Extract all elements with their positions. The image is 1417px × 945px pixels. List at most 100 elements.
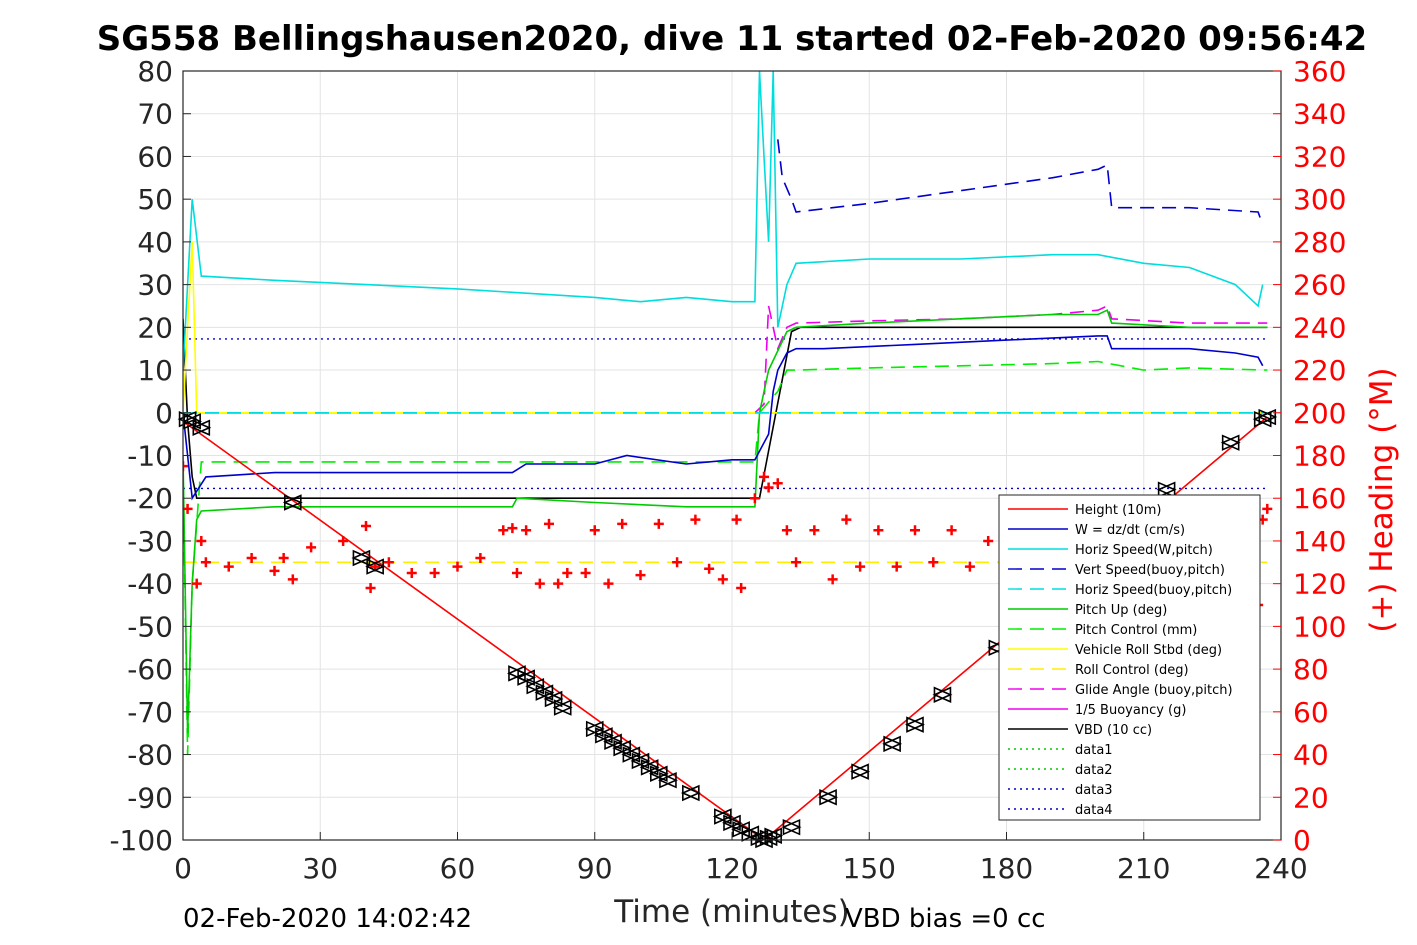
heading-point-4 <box>200 557 211 568</box>
y-tick-label-14: -60 <box>127 653 173 686</box>
heading-point-74 <box>1262 503 1273 514</box>
legend-item-2: Horiz Speed(W,pitch) <box>1008 543 1213 558</box>
series-line-3 <box>777 139 1264 226</box>
y2-tick-label-7: 220 <box>1293 354 1346 387</box>
height-marker-21 <box>680 784 701 802</box>
y-tick-label-5: 30 <box>137 269 173 302</box>
y2-tick-label-5: 260 <box>1293 269 1346 302</box>
legend-label-0: Height (10m) <box>1075 503 1161 518</box>
heading-point-31 <box>617 518 628 529</box>
height-marker-18 <box>639 759 660 776</box>
height-marker-30 <box>781 818 802 836</box>
y2-tick-label-6: 240 <box>1293 311 1346 344</box>
legend-item-10: 1/5 Buoyancy (g) <box>1008 703 1186 718</box>
y-axis-left: 80 70 60 50 40 30 20 10 0 -10 -20 -30 -40 -50 -60 -70 -8… <box>109 55 191 857</box>
height-marker-5 <box>365 558 386 575</box>
y-tick-label-0: 80 <box>137 55 173 88</box>
heading-point-29 <box>589 525 600 536</box>
legend-label-13: data2 <box>1075 763 1113 778</box>
heading-point-49 <box>855 561 866 572</box>
heading-point-15 <box>383 557 394 568</box>
series-line-2 <box>183 71 1264 371</box>
heading-point-30 <box>603 578 614 589</box>
heading-point-56 <box>983 535 994 546</box>
legend-label-1: W = dz/dt (cm/s) <box>1075 523 1185 538</box>
y-tick-label-1: 70 <box>137 98 173 131</box>
heading-point-2 <box>191 578 202 589</box>
y2-tick-label-4: 280 <box>1293 226 1346 259</box>
y-tick-label-11: -30 <box>127 525 173 558</box>
legend-label-14: data3 <box>1075 783 1113 798</box>
heading-point-26 <box>553 578 564 589</box>
height-marker-34 <box>905 716 925 733</box>
y2-tick-label-18: 0 <box>1293 824 1311 857</box>
chart-title: SG558 Bellingshausen2020, dive 11 starte… <box>97 19 1367 59</box>
heading-point-24 <box>534 578 545 589</box>
x-tick-label-7: 210 <box>1117 852 1170 885</box>
heading-point-40 <box>749 493 760 504</box>
x-tick-label-0: 0 <box>174 852 192 885</box>
height-marker-17 <box>630 752 651 770</box>
series-line-9 <box>183 304 1268 414</box>
y-tick-label-3: 50 <box>137 183 173 216</box>
height-marker-19 <box>648 765 669 783</box>
series-line-5 <box>183 309 1268 734</box>
legend-label-10: 1/5 Buoyancy (g) <box>1075 703 1186 718</box>
height-marker-16 <box>621 746 642 763</box>
heading-point-43 <box>772 478 783 489</box>
y-tick-label-2: 60 <box>137 140 173 173</box>
legend: Height (10m) W = dz/dt (cm/s) Horiz Speed(… <box>998 494 1261 821</box>
height-marker-22 <box>712 808 733 825</box>
legend-label-9: Glide Angle (buoy,pitch) <box>1075 683 1233 698</box>
height-marker-35 <box>932 686 953 703</box>
heading-point-19 <box>475 553 486 564</box>
y2-tick-label-9: 180 <box>1293 440 1346 473</box>
legend-label-11: VBD (10 cc) <box>1075 723 1152 738</box>
y2-tick-label-1: 340 <box>1293 98 1346 131</box>
heading-point-36 <box>704 563 715 574</box>
y-tick-label-16: -80 <box>127 739 173 772</box>
heading-point-25 <box>544 518 554 529</box>
legend-label-5: Pitch Up (deg) <box>1075 603 1167 618</box>
legend-item-0: Height (10m) <box>1008 503 1161 518</box>
x-tick-label-8: 240 <box>1254 852 1307 885</box>
x-tick-label-6: 180 <box>980 852 1033 885</box>
height-marker-7 <box>516 669 537 686</box>
heading-point-28 <box>580 567 591 578</box>
height-marker-12 <box>584 720 605 738</box>
heading-point-48 <box>841 514 852 525</box>
heading-point-41 <box>759 471 770 482</box>
legend-label-4: Horiz Speed(buoy,pitch) <box>1075 583 1232 598</box>
legend-label-12: data1 <box>1075 743 1113 758</box>
legend-label-6: Pitch Control (mm) <box>1075 623 1197 638</box>
heading-point-8 <box>278 553 289 564</box>
heading-point-46 <box>809 525 820 536</box>
series-line-11 <box>183 318 1268 500</box>
heading-point-34 <box>672 557 683 568</box>
height-marker-32 <box>850 763 871 780</box>
heading-point-17 <box>429 567 440 578</box>
y2-tick-label-13: 100 <box>1293 610 1346 643</box>
heading-point-3 <box>196 535 207 546</box>
x-tick-label-3: 90 <box>577 852 613 885</box>
y-tick-label-8: 0 <box>155 397 173 430</box>
legend-item-5: Pitch Up (deg) <box>1008 603 1167 618</box>
heading-point-33 <box>653 518 664 529</box>
legend-item-13: data2 <box>1008 763 1113 778</box>
heading-point-6 <box>246 553 257 564</box>
heading-point-42 <box>763 482 774 493</box>
heading-point-55 <box>964 561 975 572</box>
height-marker-9 <box>534 684 555 701</box>
heading-point-38 <box>731 514 742 525</box>
legend-item-6: Pitch Control (mm) <box>1008 623 1197 638</box>
x-tick-label-2: 60 <box>440 852 476 885</box>
legend-label-7: Vehicle Roll Stbd (deg) <box>1075 643 1222 658</box>
heading-point-32 <box>635 570 646 581</box>
heading-point-35 <box>690 514 701 525</box>
heading-point-47 <box>827 574 838 585</box>
heading-point-0 <box>183 461 188 472</box>
y-tick-label-13: -50 <box>127 610 173 643</box>
legend-item-7: Vehicle Roll Stbd (deg) <box>1008 643 1222 658</box>
heading-point-18 <box>452 561 463 572</box>
